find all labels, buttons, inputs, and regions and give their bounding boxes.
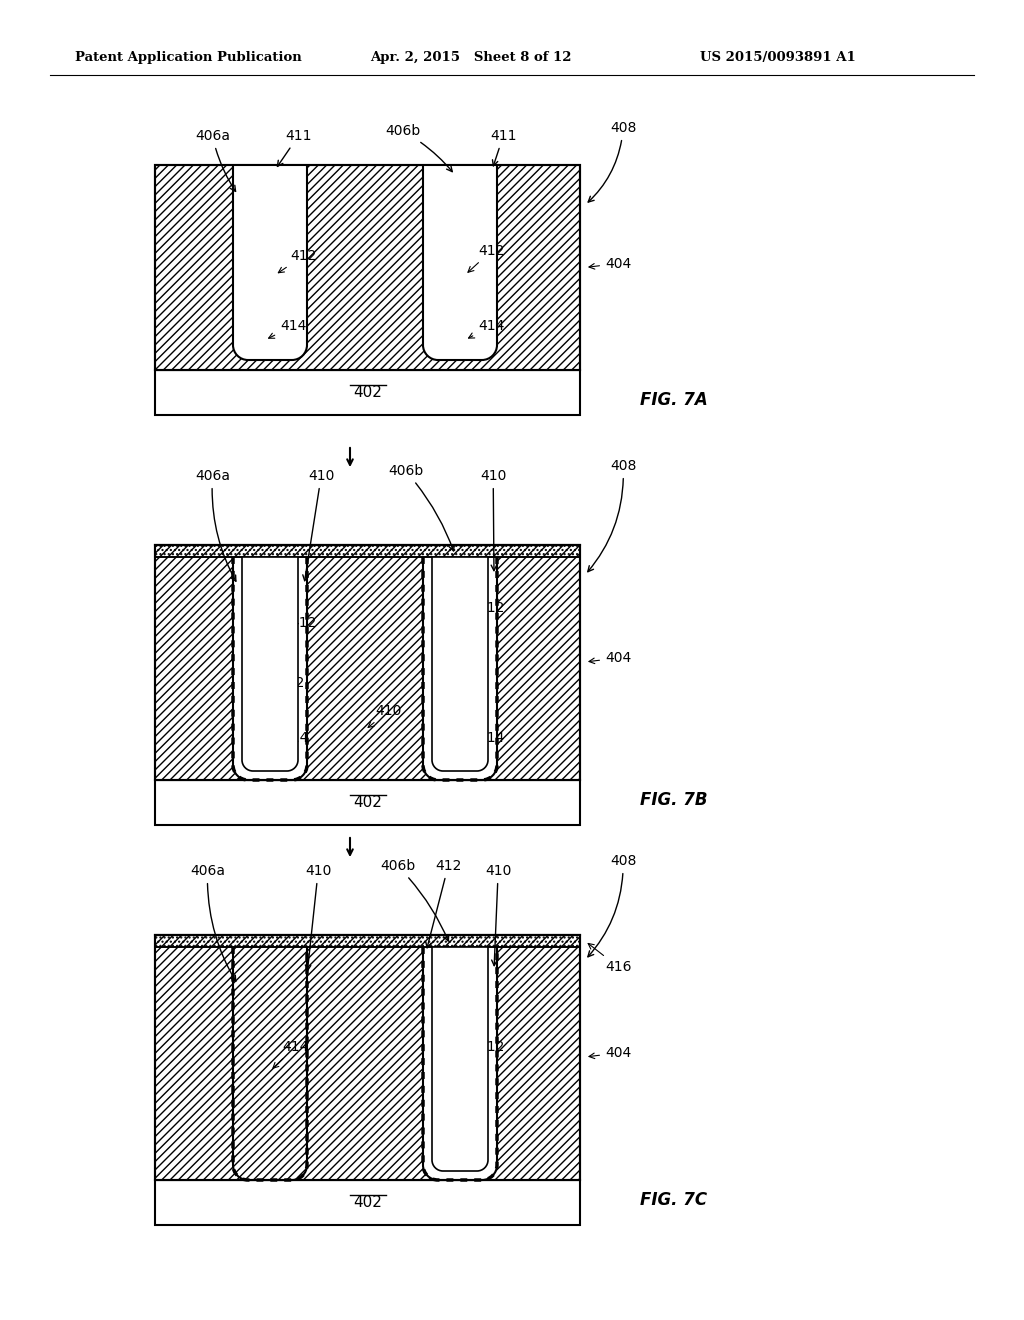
Bar <box>155 165 580 370</box>
Text: 402: 402 <box>353 1195 382 1210</box>
Text: 410: 410 <box>480 469 507 570</box>
Text: US 2015/0093891 A1: US 2015/0093891 A1 <box>700 51 856 65</box>
Bar <box>155 1180 580 1225</box>
PathPatch shape <box>423 557 497 780</box>
Text: Apr. 2, 2015   Sheet 8 of 12: Apr. 2, 2015 Sheet 8 of 12 <box>370 51 571 65</box>
Text: 414: 414 <box>468 731 505 752</box>
Text: 414: 414 <box>268 731 308 752</box>
Text: FIG. 7A: FIG. 7A <box>640 391 708 409</box>
Text: 412: 412 <box>268 676 304 700</box>
PathPatch shape <box>233 946 307 1180</box>
Text: FIG. 7C: FIG. 7C <box>640 1191 708 1209</box>
Text: 412: 412 <box>468 1040 505 1068</box>
PathPatch shape <box>423 165 497 360</box>
Text: 416: 416 <box>588 944 632 974</box>
Text: 406b: 406b <box>380 859 449 941</box>
Bar <box>155 780 580 825</box>
Text: 404: 404 <box>589 256 631 271</box>
Bar <box>155 545 580 780</box>
Text: 411: 411 <box>490 129 516 166</box>
PathPatch shape <box>242 557 298 771</box>
Text: 411: 411 <box>278 129 311 166</box>
PathPatch shape <box>432 557 488 771</box>
Text: 410: 410 <box>368 704 401 727</box>
PathPatch shape <box>432 946 488 1171</box>
PathPatch shape <box>423 946 497 1180</box>
Bar <box>155 545 580 557</box>
Text: 414: 414 <box>268 319 306 338</box>
Text: 406b: 406b <box>388 465 455 550</box>
Text: 412: 412 <box>279 616 316 640</box>
Text: 414: 414 <box>469 319 505 338</box>
Text: 412: 412 <box>426 859 462 948</box>
Text: 408: 408 <box>588 121 636 202</box>
Text: 406a: 406a <box>190 865 236 981</box>
Text: 412: 412 <box>468 601 505 630</box>
Text: 406a: 406a <box>195 129 236 191</box>
Text: 414: 414 <box>273 1040 308 1068</box>
Text: 412: 412 <box>468 244 505 272</box>
Bar <box>155 545 580 780</box>
Text: 410: 410 <box>303 469 335 581</box>
Text: Patent Application Publication: Patent Application Publication <box>75 51 302 65</box>
Bar <box>155 935 580 946</box>
Text: 408: 408 <box>588 854 636 957</box>
Text: 410: 410 <box>305 865 332 970</box>
Text: 404: 404 <box>589 1045 631 1060</box>
PathPatch shape <box>233 165 307 360</box>
Bar <box>155 165 580 370</box>
Bar <box>155 370 580 414</box>
Text: 404: 404 <box>589 651 631 665</box>
Bar <box>155 935 580 1180</box>
Text: FIG. 7B: FIG. 7B <box>640 791 708 809</box>
Text: 406b: 406b <box>385 124 453 172</box>
Text: 406a: 406a <box>195 469 236 581</box>
Text: 402: 402 <box>353 385 382 400</box>
PathPatch shape <box>233 557 307 780</box>
Text: 402: 402 <box>353 795 382 810</box>
Text: 412: 412 <box>279 249 316 273</box>
Bar <box>155 935 580 1180</box>
Text: 410: 410 <box>485 865 511 966</box>
Text: 408: 408 <box>588 459 636 572</box>
